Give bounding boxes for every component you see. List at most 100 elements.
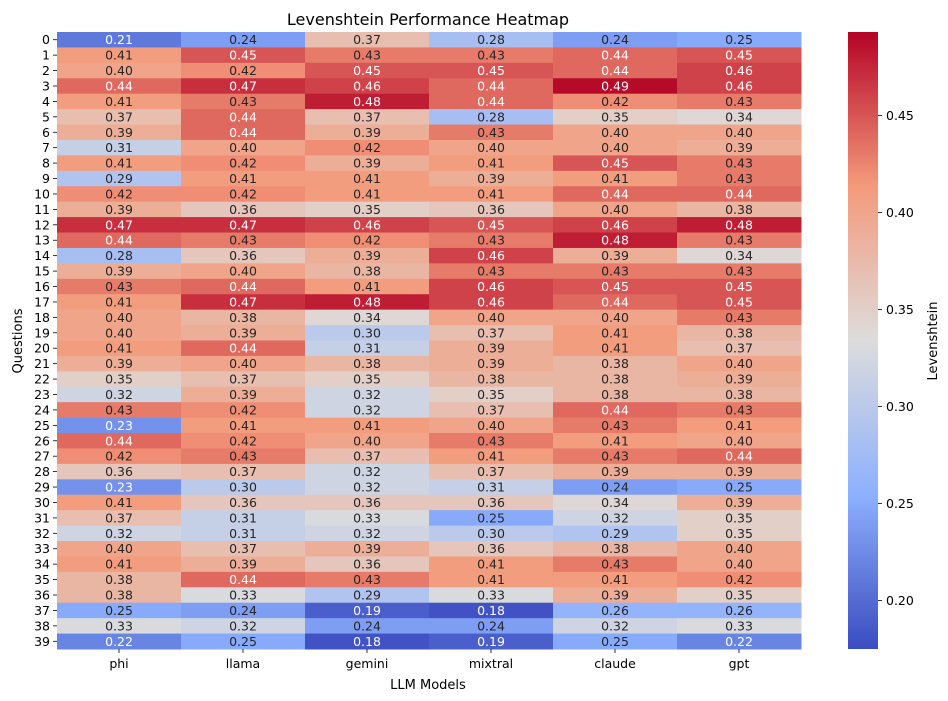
heatmap-cell bbox=[181, 618, 306, 635]
heatmap-cell bbox=[305, 217, 430, 234]
cell-value-label: 0.40 bbox=[601, 202, 629, 217]
y-tick-label: 26 bbox=[34, 433, 50, 448]
cell-value-label: 0.22 bbox=[105, 634, 133, 649]
cell-value-label: 0.25 bbox=[601, 634, 629, 649]
cell-value-label: 0.44 bbox=[229, 125, 257, 140]
cell-value-label: 0.38 bbox=[601, 387, 629, 402]
heatmap-cell bbox=[181, 340, 306, 357]
heatmap-cell bbox=[305, 139, 430, 156]
heatmap-cell bbox=[677, 263, 802, 280]
heatmap-cell bbox=[181, 170, 306, 187]
heatmap-cell bbox=[305, 340, 430, 357]
cell-value-label: 0.35 bbox=[105, 372, 133, 387]
cell-value-label: 0.39 bbox=[725, 140, 753, 155]
heatmap-cell bbox=[305, 618, 430, 635]
cell-value-label: 0.39 bbox=[601, 464, 629, 479]
cell-value-label: 0.28 bbox=[105, 248, 133, 263]
cell-value-label: 0.31 bbox=[229, 510, 257, 525]
heatmap-cell bbox=[181, 309, 306, 326]
colorbar-tick-label: 0.30 bbox=[886, 399, 914, 414]
cell-value-label: 0.48 bbox=[601, 233, 629, 248]
cell-value-label: 0.25 bbox=[725, 32, 753, 47]
cell-value-label: 0.38 bbox=[353, 356, 381, 371]
cell-value-label: 0.36 bbox=[477, 202, 505, 217]
cell-value-label: 0.42 bbox=[229, 186, 257, 201]
heatmap-cell bbox=[429, 433, 554, 449]
cell-value-label: 0.42 bbox=[353, 233, 381, 248]
heatmap-cell bbox=[677, 541, 802, 557]
heatmap-cell bbox=[305, 309, 430, 326]
cell-value-label: 0.41 bbox=[105, 495, 133, 510]
cell-value-label: 0.41 bbox=[353, 186, 381, 201]
cell-value-label: 0.40 bbox=[105, 541, 133, 556]
heatmap-cell bbox=[553, 278, 678, 295]
heatmap-cell bbox=[57, 479, 182, 496]
heatmap-cell bbox=[57, 170, 182, 187]
heatmap-cell bbox=[553, 109, 678, 126]
x-tick-label: mixtral bbox=[469, 656, 513, 671]
heatmap-cell bbox=[181, 109, 306, 126]
y-tick-label: 36 bbox=[34, 588, 50, 603]
heatmap-cell bbox=[57, 294, 182, 311]
cell-value-label: 0.44 bbox=[725, 449, 753, 464]
heatmap-cell bbox=[181, 433, 306, 449]
cell-value-label: 0.39 bbox=[105, 264, 133, 279]
heatmap-cell bbox=[57, 371, 182, 388]
cell-value-label: 0.30 bbox=[229, 480, 257, 495]
heatmap-cell bbox=[305, 402, 430, 419]
cell-value-label: 0.36 bbox=[477, 541, 505, 556]
heatmap-cell bbox=[553, 371, 678, 388]
cell-value-label: 0.40 bbox=[725, 557, 753, 572]
heatmap-cell bbox=[553, 556, 678, 573]
heatmap-cell bbox=[181, 232, 306, 249]
heatmap-cell bbox=[553, 139, 678, 156]
cell-value-label: 0.37 bbox=[353, 32, 381, 47]
y-tick-label: 10 bbox=[34, 186, 50, 201]
heatmap-cell bbox=[553, 448, 678, 465]
heatmap-cell bbox=[677, 62, 802, 79]
heatmap-cell bbox=[305, 155, 430, 172]
heatmap-cell bbox=[677, 340, 802, 357]
cell-value-label: 0.41 bbox=[105, 557, 133, 572]
cell-value-label: 0.34 bbox=[601, 495, 629, 510]
cell-value-label: 0.44 bbox=[105, 233, 133, 248]
y-tick-label: 22 bbox=[34, 372, 50, 387]
heatmap-cell bbox=[677, 309, 802, 326]
cell-value-label: 0.24 bbox=[229, 32, 257, 47]
x-tick-label: claude bbox=[594, 656, 636, 671]
cell-value-label: 0.38 bbox=[725, 387, 753, 402]
heatmap-cell bbox=[181, 633, 306, 650]
cell-value-label: 0.35 bbox=[725, 526, 753, 541]
cell-value-label: 0.44 bbox=[725, 186, 753, 201]
cell-value-label: 0.45 bbox=[477, 217, 505, 232]
cell-value-label: 0.43 bbox=[601, 418, 629, 433]
heatmap-cell bbox=[677, 448, 802, 465]
heatmap-cell bbox=[677, 402, 802, 419]
heatmap-cell bbox=[429, 47, 554, 64]
heatmap-cell bbox=[305, 47, 430, 64]
heatmap-cell bbox=[57, 124, 182, 141]
cell-value-label: 0.44 bbox=[601, 402, 629, 417]
heatmap-cell bbox=[677, 232, 802, 249]
heatmap-cell bbox=[429, 109, 554, 126]
heatmap-cell bbox=[181, 448, 306, 465]
cell-value-label: 0.42 bbox=[229, 156, 257, 171]
heatmap-cell bbox=[429, 587, 554, 604]
cell-value-label: 0.41 bbox=[105, 48, 133, 63]
heatmap-cell bbox=[57, 217, 182, 234]
heatmap-cell bbox=[305, 448, 430, 465]
heatmap-cell bbox=[553, 47, 678, 64]
heatmap-cell bbox=[181, 186, 306, 203]
heatmap-cell bbox=[429, 62, 554, 79]
heatmap-cell bbox=[57, 263, 182, 280]
cell-value-label: 0.42 bbox=[105, 186, 133, 201]
heatmap-cell bbox=[677, 186, 802, 203]
heatmap-cell bbox=[181, 587, 306, 604]
cell-value-label: 0.43 bbox=[353, 48, 381, 63]
cell-value-label: 0.29 bbox=[105, 171, 133, 186]
heatmap-cell bbox=[553, 201, 678, 218]
cell-value-label: 0.45 bbox=[229, 48, 257, 63]
cell-value-label: 0.45 bbox=[601, 156, 629, 171]
heatmap-cell bbox=[553, 525, 678, 542]
y-tick-label: 2 bbox=[42, 63, 50, 78]
